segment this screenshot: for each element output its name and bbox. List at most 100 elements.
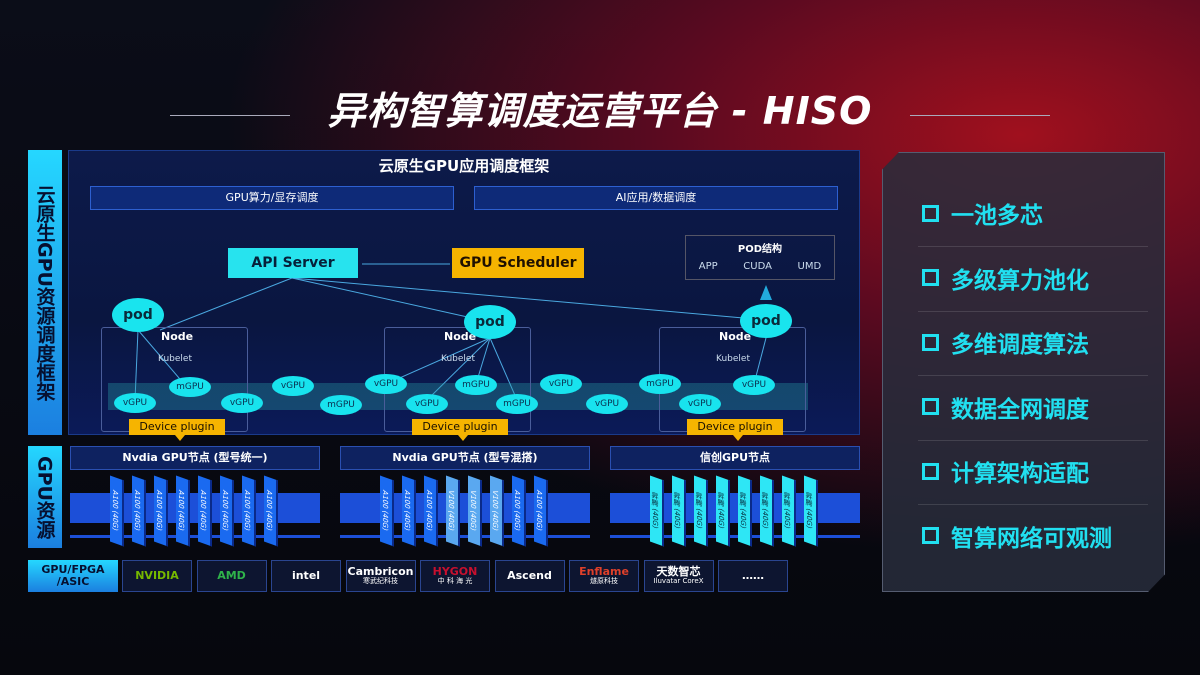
gpu-card: A100 (40G) [154,475,168,547]
feature-item: 数据全网调度 [922,390,1089,424]
gpu-card: A100 (40G) [198,475,212,547]
mgpu-ellipse: mGPU [496,394,538,414]
device-plugin-box: Device plugin [687,419,783,435]
gpu-card: A100 (40G) [242,475,256,547]
down-arrow-icon [733,435,743,446]
gpu-compute-scheduling-bar: GPU算力/显存调度 [90,186,454,210]
checkbox-icon [922,398,939,415]
title-line-right [910,115,1050,116]
pod-structure-app: APP [698,261,718,272]
vendor-logo-3: intel [271,560,341,592]
feature-label: 数据全网调度 [951,396,1089,423]
page-title: 异构智算调度运营平台 - HISO [327,89,873,133]
gpu-card: 昇腾 (40G) [760,475,774,547]
vgpu-ellipse: vGPU [406,394,448,414]
kubelet-label: Kubelet [158,354,192,364]
down-arrow-icon [458,435,468,446]
rack-base [610,535,860,538]
kubelet-label: Kubelet [716,354,750,364]
vgpu-ellipse: vGPU [540,374,582,394]
node-label: Node [444,330,477,343]
vendor-name: Cambricon [347,565,414,579]
feature-divider [918,375,1148,376]
kubelet-label: Kubelet [441,354,475,364]
gpu-card: A100 (40G) [110,475,124,547]
gpu-node-title: Nvdia GPU节点 (型号统一) [70,446,320,470]
framework-title: 云原生GPU应用调度框架 [378,157,550,175]
vgpu-ellipse: vGPU [586,394,628,414]
gpu-card: 昇腾 (40G) [716,475,730,547]
feature-divider [918,246,1148,247]
checkbox-icon [922,333,939,351]
feature-item: 智算网络可观测 [922,519,1112,553]
features-panel [882,152,1165,592]
device-plugin-box: Device plugin [129,419,225,435]
pod-structure-umd: UMD [797,261,822,272]
vendor-name: …… [742,568,764,582]
feature-label: 智算网络可观测 [951,525,1112,552]
gpu-card: 昇腾 (40G) [650,475,664,547]
gpu-card: A100 (40G) [132,475,146,547]
mgpu-ellipse: mGPU [455,375,497,395]
chip-types-label: GPU/FPGA /ASIC [28,560,118,592]
gpu-card: A100 (40G) [424,475,438,547]
rack-base [70,535,320,538]
ai-data-scheduling-bar: AI应用/数据调度 [474,186,838,210]
vendor-name: intel [291,568,321,582]
pod-structure-title: POD结构 [737,244,783,255]
vendor-name: AMD [217,568,246,582]
checkbox-icon [922,204,939,222]
vendor-logo-1: NVIDIA [122,560,192,592]
vgpu-ellipse: vGPU [114,393,156,413]
vendor-logo-2: AMD [196,560,267,592]
gpu-node-title: 信创GPU节点 [610,446,860,470]
gpu-card: 昇腾 (40G) [804,475,818,547]
pod-ellipse: pod [112,298,164,332]
vgpu-ellipse: vGPU [679,394,721,414]
vendor-logo-6: Ascend [494,560,565,592]
feature-item: 多级算力池化 [922,261,1089,295]
vendor-subtitle: Iluvatar CoreX [653,577,704,586]
checkbox-icon [922,269,939,286]
vendor-subtitle: 燧原科技 [590,577,618,586]
node-label: Node [161,330,194,343]
checkbox-icon [922,462,939,480]
vgpu-ellipse: vGPU [221,393,263,413]
feature-label: 多维调度算法 [951,332,1089,358]
vendor-subtitle: 中 科 海 光 [437,577,473,586]
pod-structure-box: POD结构 APP CUDA UMD [685,235,835,280]
device-plugin-box: Device plugin [412,419,508,435]
down-arrow-icon [175,435,185,446]
feature-item: 一池多芯 [922,196,1043,230]
rack-base [340,535,590,538]
pod-structure-cuda: CUDA [743,261,772,272]
title-line-left [170,115,290,116]
mgpu-ellipse: mGPU [320,395,362,415]
gpu-card: A100 (40G) [264,475,278,547]
gpu-node-title: Nvdia GPU节点 (型号混搭) [340,446,590,470]
gpu-card: 昇腾 (40G) [672,475,686,547]
api-server-box: API Server [228,248,358,278]
vendor-logo-4: Cambricon 寒武纪科技 [345,560,416,592]
gpu-card: 昇腾 (40G) [694,475,708,547]
gpu-card: A100 (40G) [220,475,234,547]
gpu-card: V100 (40G) [490,475,504,547]
vendor-logo-7: Enflame 燧原科技 [569,560,639,592]
vgpu-ellipse: vGPU [733,375,775,395]
vendor-logo-8: 天数智芯 Iluvatar CoreX [643,560,714,592]
gpu-card: A100 (40G) [534,475,548,547]
gpu-card: A100 (40G) [402,475,416,547]
gpu-card: A100 (40G) [176,475,190,547]
vendor-logo-9: …… [718,560,788,592]
checkbox-icon [922,527,939,544]
vendor-name: Enflame [579,565,629,579]
vendor-logo-5: HYGON 中 科 海 光 [420,560,490,592]
scheduling-framework-label: 云原生GPU资源调度框架 [28,150,62,435]
mgpu-ellipse: mGPU [639,374,681,394]
feature-item: 多维调度算法 [922,325,1089,359]
feature-label: 计算架构适配 [951,461,1089,487]
feature-label: 一池多芯 [951,203,1043,229]
pod-ellipse: pod [464,305,516,339]
vgpu-ellipse: vGPU [365,374,407,394]
vendor-name: Ascend [507,568,552,582]
